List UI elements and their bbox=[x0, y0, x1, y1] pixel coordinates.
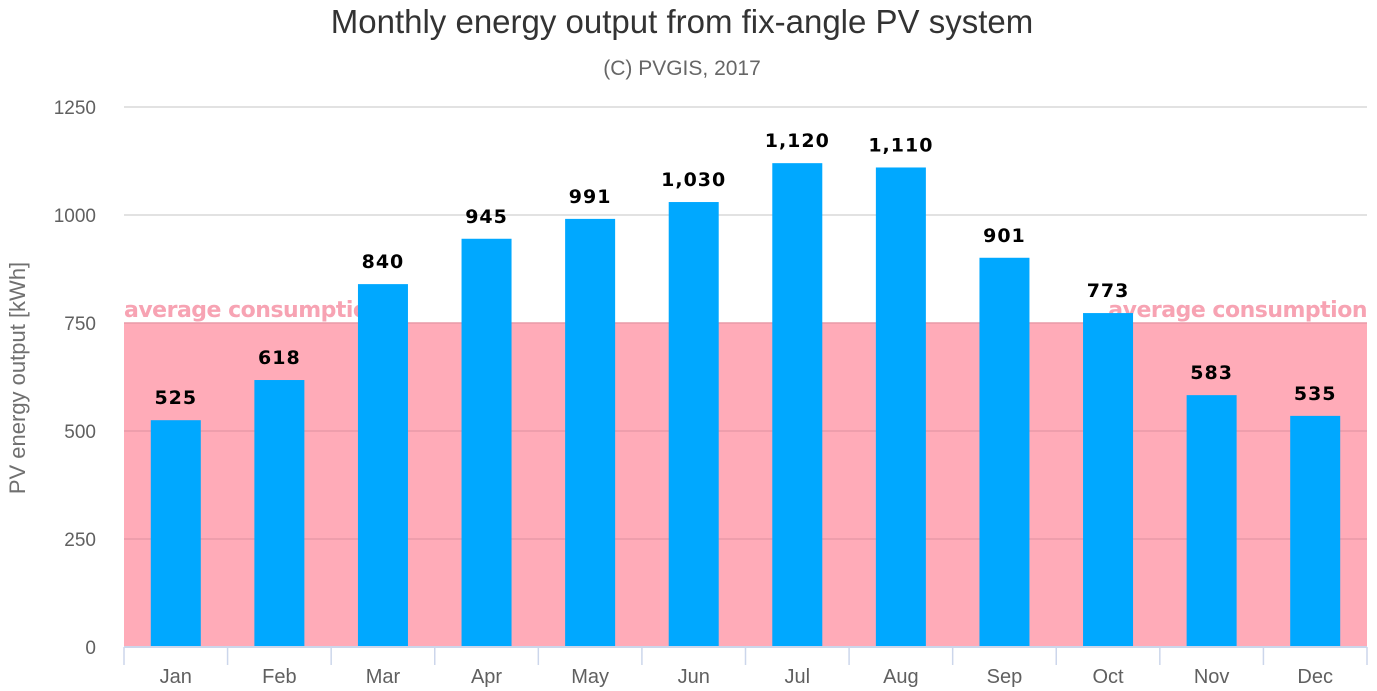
bar-apr bbox=[461, 238, 512, 647]
data-label-feb: 618 bbox=[258, 347, 301, 369]
x-tick-label-feb: Feb bbox=[262, 666, 296, 688]
y-tick-label: 250 bbox=[64, 530, 96, 551]
x-tick-label-jul: Jul bbox=[785, 666, 811, 688]
bar-jul bbox=[772, 163, 823, 647]
x-tick-label-sep: Sep bbox=[987, 666, 1023, 688]
x-tick-label-may: May bbox=[571, 666, 609, 688]
y-axis-label: PV energy output [kWh] bbox=[5, 262, 30, 494]
data-label-jul: 1,120 bbox=[765, 130, 830, 152]
chart-subtitle: (C) PVGIS, 2017 bbox=[603, 57, 761, 80]
axis-layer: 0 250 500 750 1000 1250 Jan Feb Mar Apr May Jun Jul A… bbox=[54, 98, 1368, 688]
bar-layer bbox=[150, 163, 1341, 648]
data-label-aug: 1,110 bbox=[868, 134, 933, 156]
y-tick-label: 1250 bbox=[54, 98, 96, 119]
bar-may bbox=[565, 218, 616, 647]
x-tick-label-nov: Nov bbox=[1194, 666, 1230, 688]
band-label-left: average consumption bbox=[124, 298, 383, 323]
x-tick-label-aug: Aug bbox=[883, 666, 919, 688]
x-tick-label-jun: Jun bbox=[678, 666, 710, 688]
bar-mar bbox=[357, 284, 408, 647]
bar-jun bbox=[668, 202, 719, 648]
bar-dec bbox=[1290, 415, 1341, 647]
band-label-right: average consumption bbox=[1108, 298, 1367, 323]
data-label-nov: 583 bbox=[1190, 362, 1233, 384]
bar-oct bbox=[1083, 313, 1134, 647]
chart-title: Monthly energy output from fix-angle PV … bbox=[331, 3, 1033, 40]
data-label-sep: 901 bbox=[983, 225, 1026, 247]
data-label-oct: 773 bbox=[1087, 280, 1130, 302]
x-tick-label-dec: Dec bbox=[1297, 666, 1333, 688]
x-tick-label-apr: Apr bbox=[471, 666, 502, 688]
bar-feb bbox=[254, 380, 305, 647]
grid-layer bbox=[124, 106, 1367, 540]
y-tick-label: 750 bbox=[64, 314, 96, 335]
y-tick-label: 0 bbox=[85, 638, 96, 659]
bar-aug bbox=[875, 167, 926, 648]
x-tick-label-mar: Mar bbox=[366, 666, 401, 688]
bar-sep bbox=[979, 257, 1030, 647]
bar-jan bbox=[150, 420, 201, 647]
data-label-may: 991 bbox=[569, 186, 612, 208]
bar-nov bbox=[1186, 395, 1237, 647]
data-label-dec: 535 bbox=[1294, 383, 1337, 405]
data-label-jun: 1,030 bbox=[661, 169, 726, 191]
y-tick-label: 1000 bbox=[54, 206, 96, 227]
data-label-mar: 840 bbox=[362, 251, 405, 273]
data-label-apr: 945 bbox=[465, 206, 508, 228]
band-layer: average consumption average consumption bbox=[124, 298, 1368, 647]
data-label-jan: 525 bbox=[154, 387, 197, 409]
average-consumption-band bbox=[124, 323, 1367, 647]
x-tick-label-jan: Jan bbox=[160, 666, 192, 688]
x-tick-label-oct: Oct bbox=[1092, 666, 1124, 688]
label-layer: 525 618 840 945 991 1,030 1,120 1,110 901 773 583 5… bbox=[154, 130, 1337, 409]
y-tick-label: 500 bbox=[64, 422, 96, 443]
